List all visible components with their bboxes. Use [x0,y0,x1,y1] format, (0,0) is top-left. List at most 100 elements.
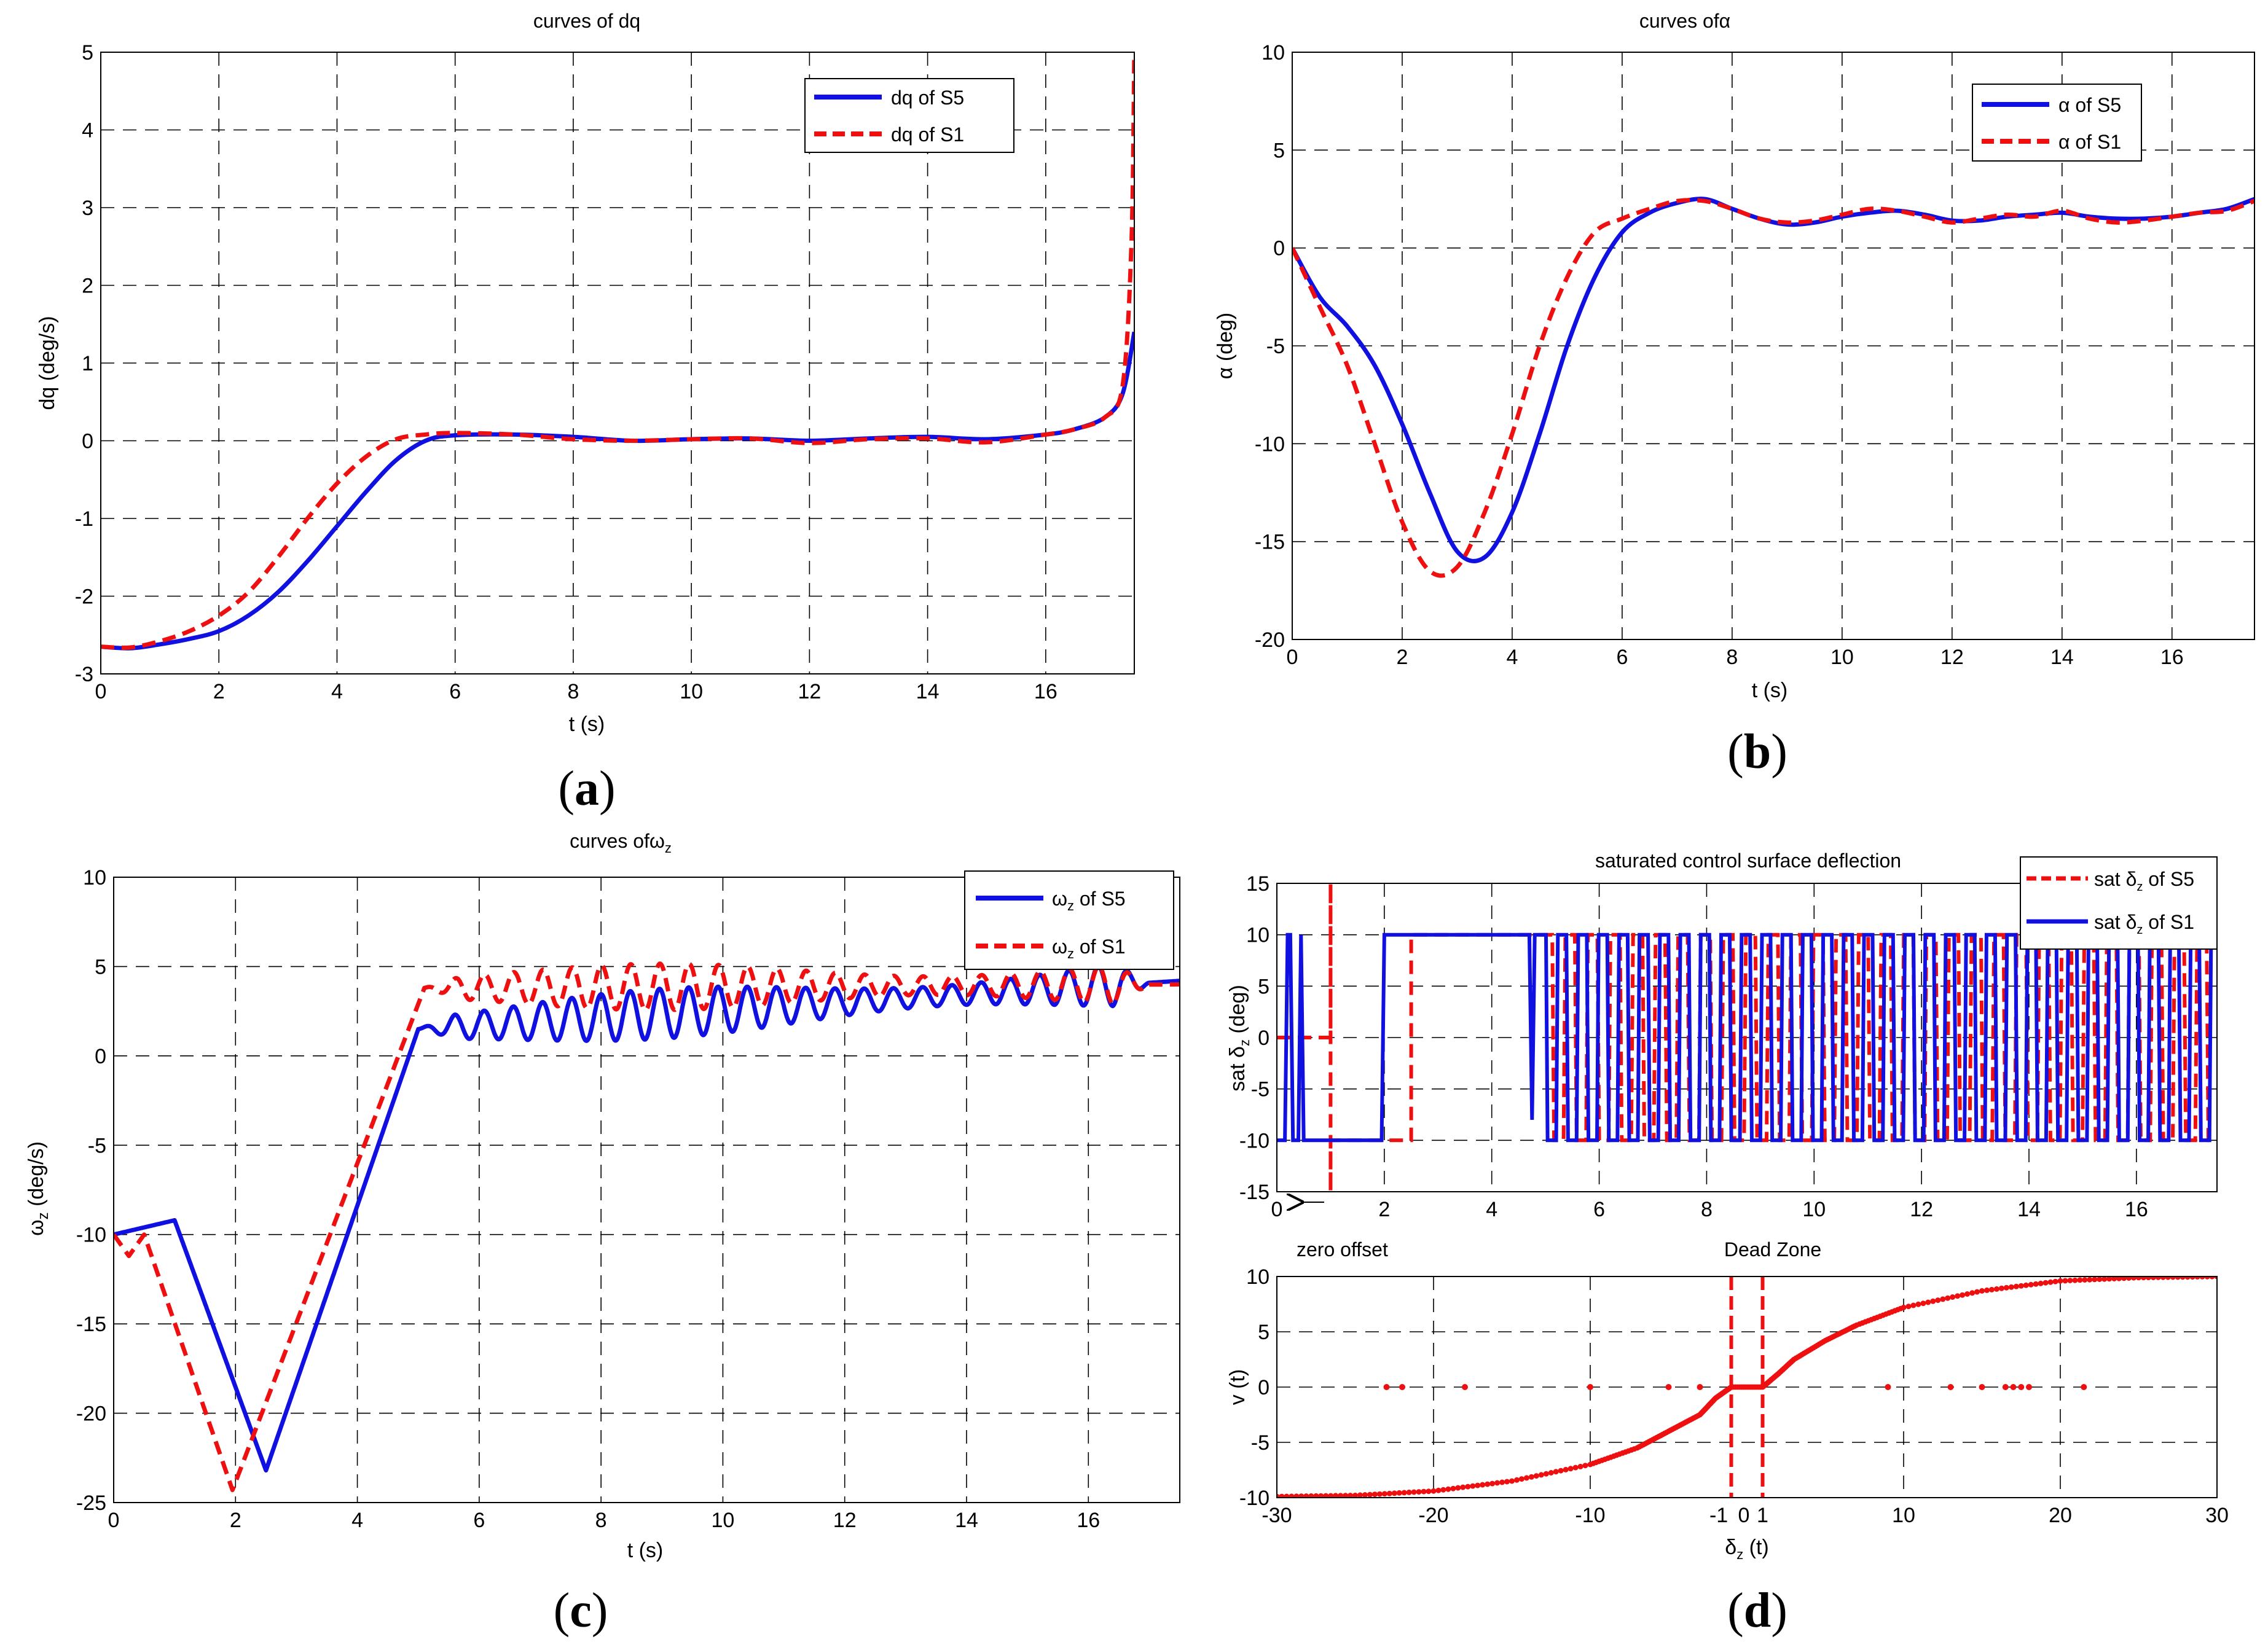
scatter-point [1568,1466,1574,1472]
series-line-b-s5 [1292,197,2254,563]
zero-offset-point [2081,1384,2087,1390]
x-tick-label: 8 [1726,646,1738,669]
zero-offset-point [2002,1384,2009,1390]
legend-box-c [964,870,1174,970]
legend-label-b-s1: α of S1 [2058,131,2121,153]
scatter-point [2087,1276,2093,1283]
scatter-point [2175,1276,2181,1280]
x-tick-label: 16 [1034,680,1057,703]
scatter-point [2033,1281,2039,1287]
scatter-point [1357,1492,1363,1498]
scatter-point [1279,1493,1285,1498]
x-tick-label: 6 [473,1509,485,1532]
y-tick-label: -10 [1255,432,1285,456]
series-line-b-s1 [1292,198,2254,578]
scatter-point [1514,1477,1520,1483]
y-tick-label: 0 [82,430,93,453]
x-tick-label: 2 [1378,1198,1390,1221]
y-tick-label: 15 [1246,872,1269,896]
x-tick-label: 4 [331,680,343,703]
scatter-point [1950,1294,1956,1300]
zero-offset-point [1697,1384,1703,1390]
scatter-point [1465,1484,1471,1490]
x-tick-label: 14 [2017,1198,2041,1221]
scatter-point [1920,1300,1926,1307]
legend-d1: sat δz of S5 sat δz of S1 [2020,856,2218,950]
plot-frame-a [100,52,1135,674]
scatter-point [1396,1490,1402,1496]
zero-offset-point [1947,1384,1954,1390]
y-tick-label: 2 [82,275,93,298]
scatter-point [2194,1276,2200,1280]
y-tick-label: 4 [82,119,93,143]
scatter-point [1915,1301,1921,1307]
x-tick-label: 12 [798,680,821,703]
x-tick-label: 0 [95,680,107,703]
scatter-point [2057,1278,2063,1284]
chart-title-a: curves of dq [533,10,640,32]
scatter-point [2082,1277,2088,1283]
scatter-point [1430,1488,1437,1494]
y-tick-label: -15 [1255,531,1285,554]
legend-c: ωz of S5 ωz of S1 [964,870,1174,970]
x-tick-label: 10 [1802,1198,1826,1221]
scatter-point [2150,1276,2156,1280]
scatter-point [1901,1304,1907,1310]
x-tick-label: 6 [1616,646,1628,669]
y-tick-label: -25 [76,1491,106,1515]
panel-label-c: (c) [554,1584,608,1638]
x-tick-label: 10 [1830,646,1854,669]
zero-offset-point [1665,1384,1672,1390]
scatter-point [1572,1464,1579,1471]
x-tick-label: 12 [1910,1198,1933,1221]
scatter-point [1509,1478,1515,1484]
x-tick-label: -20 [1418,1504,1448,1527]
scatter-point [1362,1492,1368,1498]
scatter-point [1391,1490,1397,1496]
scatter-point [1905,1304,1912,1310]
scatter-point [1494,1480,1501,1486]
panel-label-b: (b) [1727,725,1787,779]
series-line-d1-s5 [1277,883,2217,1192]
chart-title-d1: saturated control surface deflection [1595,850,1901,872]
x-tick-label: 20 [2049,1504,2072,1527]
x-tick-label: 4 [351,1509,363,1532]
x-tick-label-extra: -1 [1709,1504,1728,1527]
scatter-point [1352,1492,1358,1498]
scatter-point [1277,1493,1280,1498]
scatter-point [1538,1472,1544,1478]
x-tick-label: 16 [2160,646,2184,669]
scatter-point [2038,1280,2044,1286]
scatter-point [1328,1493,1334,1498]
scatter-point [1979,1288,1985,1294]
scatter-point [2189,1276,2195,1280]
y-axis-label-d2: v (t) [1226,1369,1249,1405]
scatter-point [2209,1276,2215,1280]
chart-title-c: curves ofωz [570,830,672,856]
scatter-point [2204,1276,2210,1280]
x-tick-label: 2 [1397,646,1408,669]
scatter-point [1318,1493,1324,1498]
scatter-point [1348,1493,1353,1498]
scatter-point [1411,1489,1417,1495]
y-tick-label: -10 [1239,1129,1269,1152]
scatter-point [2165,1276,2171,1280]
scatter-point [1445,1486,1451,1492]
scatter-point [1925,1299,1931,1305]
scatter-point [2180,1276,2186,1280]
scatter-point [1371,1491,1378,1498]
x-tick-label-extra: 1 [1757,1504,1768,1527]
x-axis-label-d2: δz (t) [1725,1536,1768,1562]
zero-offset-point [2018,1384,2025,1390]
y-tick-label: 5 [1258,975,1269,998]
y-tick-label: 10 [83,866,106,889]
scatter-point [2018,1283,2024,1289]
x-tick-label: 14 [955,1509,978,1532]
y-tick-label: 10 [1262,41,1285,65]
scatter-point [1475,1482,1481,1488]
ticks-b: 0 2 4 6 8 10 12 14 16 -20 -15 -10 -5 0 5 10 [1255,41,2184,669]
legend-a: dq of S5 dq of S1 [804,78,1014,153]
